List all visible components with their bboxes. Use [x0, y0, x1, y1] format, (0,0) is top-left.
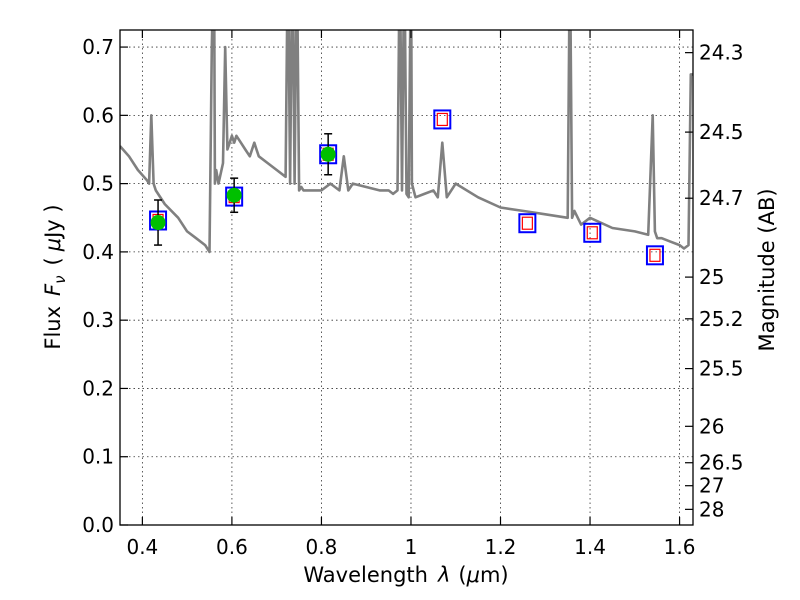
spectrum-layer [120, 30, 693, 254]
y2-tick-label: 25.2 [699, 307, 744, 331]
y-tick-label: 0.2 [82, 376, 114, 400]
spectrum-line [120, 30, 693, 254]
model-point-box [433, 109, 452, 130]
model-point-inner [521, 216, 533, 230]
y2-tick-label: 25.5 [699, 357, 744, 381]
x-tick-label: 1.6 [664, 535, 696, 559]
model-point-box [583, 222, 602, 243]
y-axis-title: FluxFν(μJy ) [41, 204, 69, 349]
y2-tick-label: 25 [699, 265, 724, 289]
y-tick-label: 0.1 [82, 445, 114, 469]
y2-tick-label: 24.3 [699, 41, 744, 65]
tick-layer: 0.4 0.6 0.8 1 1.2 1.4 1.6 0.0 0.1 0.2 0.3 0.4 0.5 0.6… [82, 30, 744, 559]
observed-point [150, 215, 166, 231]
y2-tick-label: 26 [699, 414, 724, 438]
y2-tick-label: 24.7 [699, 186, 744, 210]
observed-point [320, 146, 336, 162]
y-tick-label: 0.4 [82, 240, 114, 264]
x-tick-label: 0.6 [216, 535, 248, 559]
x-tick-label: 1 [405, 535, 418, 559]
model-point-inner [586, 226, 598, 240]
observed-point [226, 187, 242, 203]
y-tick-label: 0.3 [82, 308, 114, 332]
y-tick-label: 0.7 [82, 35, 114, 59]
x-tick-label: 1.2 [485, 535, 517, 559]
model-point-inner [436, 112, 448, 127]
model-point-box [645, 245, 664, 266]
x-tick-label: 0.4 [126, 535, 158, 559]
model-point-box [518, 213, 537, 234]
y-tick-label: 0.6 [82, 103, 114, 127]
marker-layer [149, 109, 664, 266]
y2-tick-label: 28 [699, 497, 724, 521]
y-tick-label: 0.5 [82, 172, 114, 196]
y2-tick-label: 24.5 [699, 120, 744, 144]
x-axis-title: Wavelength λ (μm) [303, 563, 508, 587]
model-point-inner [649, 248, 661, 262]
x-tick-label: 1.4 [574, 535, 606, 559]
y2-tick-label: 26.5 [699, 451, 744, 475]
y2-tick-label: 27 [699, 474, 724, 498]
y-tick-label: 0.0 [82, 513, 114, 537]
x-tick-label: 0.8 [306, 535, 338, 559]
y2-axis-title: Magnitude (AB) [755, 188, 779, 351]
